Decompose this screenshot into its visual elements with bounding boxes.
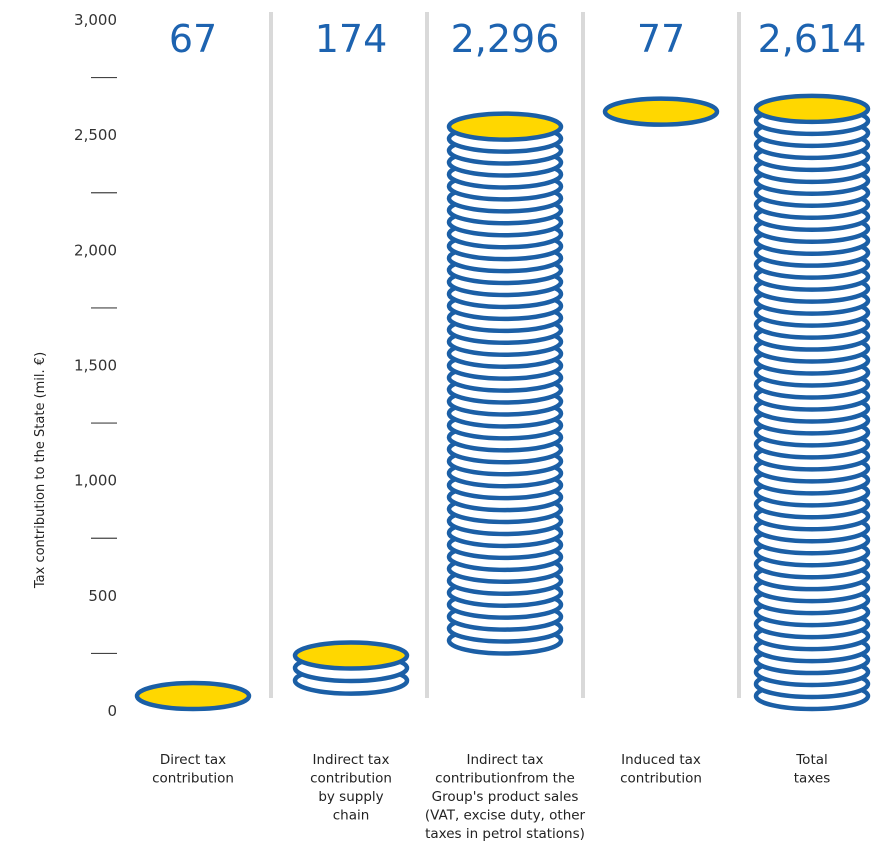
category-label-line: Induced tax [621, 752, 701, 768]
y-axis: 0 500 1,000 1,500 2,000 2,500 3,000 [74, 11, 117, 720]
coin-top [446, 111, 564, 142]
category-label: Indirect tax contribution by supply chain [310, 752, 392, 824]
value-label: 174 [315, 17, 388, 61]
coin-stack [292, 640, 410, 696]
category-label: Induced tax contribution [620, 752, 702, 787]
coin-stacks [134, 93, 871, 712]
y-axis-title: Tax contribution to the State (mil. €) [33, 352, 48, 589]
category-label-line: Indirect tax [313, 752, 390, 768]
y-tick-label: 2,500 [74, 126, 117, 144]
coin-stack [602, 96, 720, 127]
value-labels: 67 174 2,296 77 2,614 [169, 17, 867, 61]
category-labels: Direct tax contribution Indirect tax contri… [152, 752, 830, 842]
value-label: 2,296 [451, 17, 560, 61]
coin-stack [134, 680, 252, 712]
category-label-line: by supply [318, 789, 383, 805]
category-label-line: contribution [620, 771, 702, 787]
coin-top [602, 96, 720, 127]
coin-top [134, 680, 252, 712]
category-label-line: (VAT, excise duty, other [425, 808, 586, 824]
category-label-line: Total [795, 752, 828, 768]
column-separators [269, 12, 741, 698]
y-tick-label: 500 [88, 587, 117, 605]
category-label-line: contribution [152, 771, 234, 787]
category-label-line: taxes [794, 771, 830, 787]
value-label: 77 [637, 17, 685, 61]
category-label-line: taxes in petrol stations) [425, 826, 585, 842]
coin-stack [753, 93, 871, 712]
category-label-line: contribution [310, 771, 392, 787]
y-tick-label: 1,500 [74, 357, 117, 375]
coin-stack [446, 111, 564, 656]
category-label-line: Direct tax [160, 752, 226, 768]
category-label-line: contributionfrom the [435, 771, 575, 787]
y-tick-label: 0 [107, 702, 117, 720]
category-label-line: Indirect tax [467, 752, 544, 768]
value-label: 2,614 [758, 17, 867, 61]
y-tick-label: 3,000 [74, 11, 117, 29]
category-label-line: chain [333, 808, 370, 824]
y-tick-label: 1,000 [74, 472, 117, 490]
category-label-line: Group's product sales [432, 789, 579, 805]
coin-top [292, 640, 410, 671]
y-tick-label: 2,000 [74, 241, 117, 259]
coin-top [753, 93, 871, 125]
category-label: Indirect tax contributionfrom the Group's … [425, 752, 586, 842]
category-label: Direct tax contribution [152, 752, 234, 787]
category-label: Total taxes [794, 752, 830, 787]
value-label: 67 [169, 17, 217, 61]
